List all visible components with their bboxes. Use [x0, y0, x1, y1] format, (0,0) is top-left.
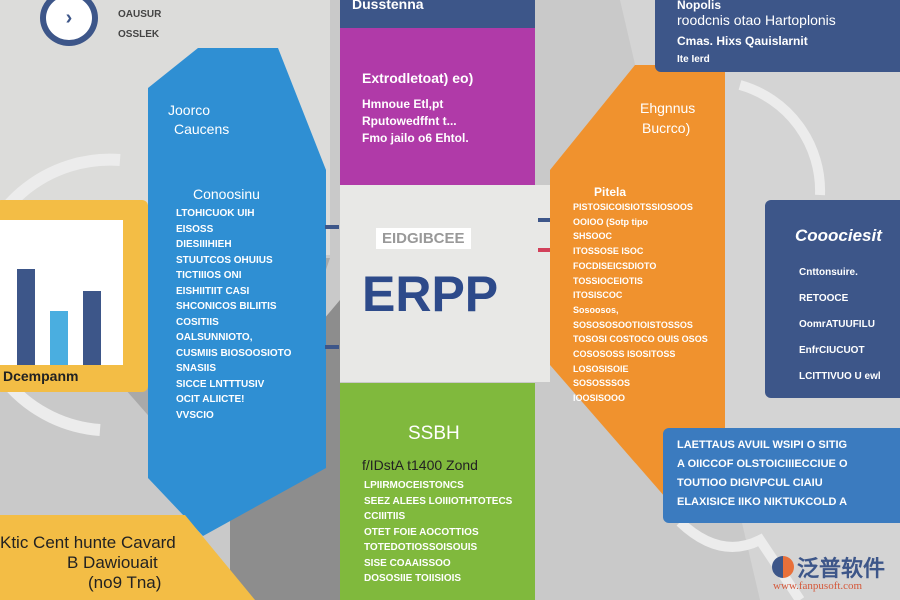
- text-line: OomrATUUFILU: [799, 319, 875, 330]
- orange-heading: Pitela: [594, 185, 627, 199]
- text-line: ITOSSOSE ISOC: [573, 246, 644, 257]
- text-line: SICCE LNTTTUSIV: [176, 378, 265, 390]
- purple-title: Extrodletoat) eo): [362, 70, 474, 86]
- blue-panel-title2: Caucens: [174, 121, 230, 137]
- text-line: VVSCIO: [176, 409, 214, 421]
- bottom-left-line3: (no9 Tna): [88, 573, 162, 592]
- right-box-lines: Cnttonsuire. RETOOCE OomrATUUFILU EnfrCIUCU…: [799, 260, 881, 390]
- purple-lines: Hmnoue Etl,pt Rputowedffnt t... Fmo jailo …: [362, 96, 469, 147]
- green-panel: SSBH f/IDstA t1400 Zond LPIIRMOCEISTONCS…: [340, 383, 535, 600]
- text-line: Rputowedffnt t...: [362, 114, 457, 128]
- bottom-left-line2: B Dawiouait: [67, 553, 158, 572]
- text-line: LTOHICUOK UIH: [176, 208, 255, 219]
- erp-logo-text: ERPP: [362, 266, 499, 322]
- connector-left: [325, 345, 339, 349]
- text-line: SOSOSSSOS: [573, 378, 631, 389]
- text-line: SOSOSOSOOTIOISTOSSOS: [573, 319, 693, 330]
- text-line: FOCDISEICSDIOTO: [573, 260, 657, 271]
- green-subtitle: f/IDstA t1400 Zond: [362, 457, 478, 473]
- text-line: ITOSISCOC: [573, 290, 623, 301]
- text-line: SNASIIS: [176, 363, 217, 374]
- text-line: OALSUNNIOTO,: [176, 332, 253, 343]
- text-line: SHCONICOS BILIITIS: [176, 301, 277, 312]
- top-left-line2: OSSLEK: [118, 29, 160, 40]
- chart-bar: [83, 291, 101, 365]
- center-top-bar-label: Dusstenna: [352, 0, 424, 12]
- text-line: CCIIITIIS: [364, 511, 406, 522]
- top-right-line0: Nopolis: [677, 0, 721, 12]
- text-line: TOSSIOCEIOTIS: [573, 275, 643, 286]
- text-line: LCITTIVUO U ewl: [799, 371, 881, 382]
- text-line: EISOSS: [176, 223, 214, 235]
- text-line: Sosoosos,: [573, 304, 619, 315]
- text-line: OOIOO (Sotp tipo: [573, 216, 648, 227]
- text-line: SHSOOC: [573, 231, 613, 242]
- text-line: RETOOCE: [799, 293, 849, 304]
- text-line: EISHIITIIT CASI: [176, 285, 250, 297]
- text-line: COSOSOSS ISOSITOSS: [573, 349, 676, 360]
- chart-label: Dcempanm: [3, 368, 79, 384]
- green-lines: LPIIRMOCEISTONCS SEEZ ALEES LOIIIOTHTOTEC…: [364, 478, 512, 587]
- text-line: DOSOSIIE TOIISIOIS: [364, 573, 462, 584]
- green-title: SSBH: [408, 423, 460, 444]
- text-line: SISE COAAISSOO: [364, 557, 451, 569]
- orange-title1: Ehgnnus: [640, 100, 696, 116]
- text-line: TOSOSI COSTOCO OUIS OSOS: [573, 334, 708, 345]
- text-line: PISTOSICOISIOTSSIOSOOS: [573, 202, 693, 212]
- orange-lines: PISTOSICOISIOTSSIOSOOS OOIOO (Sotp tipo SH…: [573, 200, 708, 406]
- bottom-left-line1: Ktic Cent hunte Cavard: [0, 533, 176, 552]
- text-line: Hmnoue Etl,pt: [362, 97, 444, 111]
- bottom-left-shape: [0, 515, 255, 600]
- top-left-line1: OAUSUR: [118, 9, 162, 20]
- blue-panel-title1: Joorco: [168, 102, 211, 118]
- text-line: IOOSISOOO: [573, 393, 626, 404]
- orange-title2: Bucrco): [642, 120, 691, 136]
- blue-box: LAETTAUS AVUIL WSIPI O SITIG A OIICCOF OL…: [663, 428, 900, 523]
- text-line: OCIT ALIICTE!: [176, 394, 245, 405]
- erp-card: EIDGIBCEE ERPP: [340, 185, 550, 382]
- text-line: A OIICCOF OLSTOICIIIECCIUE O: [677, 458, 848, 470]
- top-right-line1: roodcnis otao Hartoplonis: [677, 12, 836, 28]
- chevron-right-icon[interactable]: ›: [40, 0, 98, 46]
- text-line: TOTEDOTIOSSOISOUIS: [364, 542, 478, 553]
- text-line: Fmo jailo o6 Ehtol.: [362, 131, 469, 145]
- top-right-box: Nopolis roodcnis otao Hartoplonis Cmas. …: [655, 0, 900, 72]
- text-line: EnfrCIUCUOT: [799, 345, 865, 356]
- blue-panel-shape: [148, 48, 326, 536]
- chart-card: Dcempanm: [0, 200, 148, 392]
- chart-bar: [17, 269, 35, 365]
- text-line: COSITIIS: [176, 316, 219, 328]
- connector-right: [538, 218, 552, 222]
- text-line: OTET FOIE AOCOTTIOS: [364, 526, 479, 538]
- text-line: LOSOSISOIE: [573, 363, 629, 374]
- watermark-brand: 泛普软件: [797, 556, 886, 581]
- blue-box-lines: LAETTAUS AVUIL WSIPI O SITIG A OIICCOF OL…: [677, 436, 848, 512]
- erp-badge: EIDGIBCEE: [376, 228, 471, 249]
- text-line: SEEZ ALEES LOIIIOTHTOTECS: [364, 495, 513, 507]
- text-line: Cnttonsuire.: [799, 267, 858, 278]
- text-line: LAETTAUS AVUIL WSIPI O SITIG: [677, 439, 848, 451]
- connector-right: [538, 248, 552, 252]
- text-line: STUUTCOS OHUIUS: [176, 254, 273, 266]
- text-line: TICTIIIOS ONI: [176, 270, 242, 281]
- right-box-title: Cooociesit: [795, 226, 882, 245]
- text-line: LPIIRMOCEISTONCS: [364, 480, 464, 491]
- right-box: Cooociesit Cnttonsuire. RETOOCE OomrATUUFI…: [765, 200, 900, 398]
- text-line: TOUTIOO DIGIVPCUL CIAIU: [677, 477, 823, 489]
- center-top-bar: Dusstenna: [340, 0, 535, 28]
- orange-panel-shape: [550, 65, 725, 505]
- connector-left: [325, 225, 339, 229]
- chart-bar: [50, 311, 68, 365]
- text-line: ELAXISICE IIKO NIKTUKCOLD A: [677, 496, 848, 508]
- text-line: CUSMIIS BIOSOOSIOTO: [176, 347, 292, 359]
- top-right-line2: Cmas. Hixs Qauislarnit: [677, 34, 808, 48]
- blue-panel-lines: LTOHICUOK UIH EISOSS DIESIIIHIEH STUUTCOS O…: [176, 206, 291, 423]
- watermark-logo-icon: [772, 556, 794, 578]
- watermark-url: www.fanpusoft.com: [773, 580, 863, 592]
- top-right-line3: Ite Ierd: [677, 54, 710, 65]
- blue-panel-heading: Conoosinu: [193, 186, 260, 202]
- text-line: DIESIIIHIEH: [176, 239, 232, 250]
- purple-panel: Extrodletoat) eo) Hmnoue Etl,pt Rputowedf…: [340, 28, 535, 185]
